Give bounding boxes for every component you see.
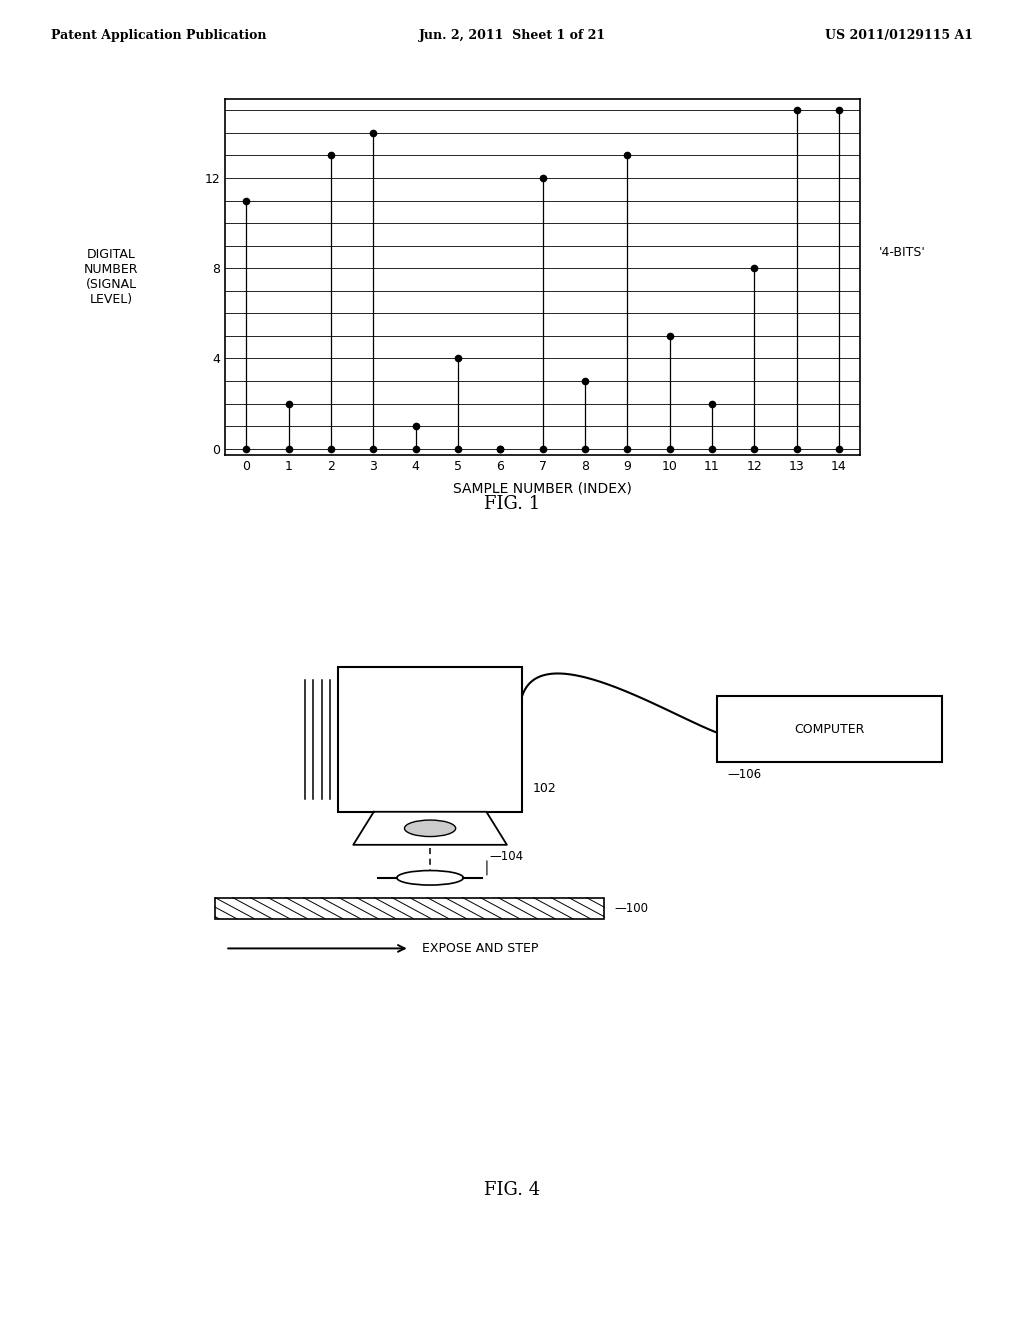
Text: COMPUTER: COMPUTER [795,723,864,735]
Text: DIGITAL
NUMBER
(SIGNAL
LEVEL): DIGITAL NUMBER (SIGNAL LEVEL) [84,248,138,306]
Ellipse shape [404,820,456,837]
Bar [717,697,942,763]
X-axis label: SAMPLE NUMBER (INDEX): SAMPLE NUMBER (INDEX) [454,482,632,495]
Bar [338,667,522,812]
Text: Patent Application Publication: Patent Application Publication [51,29,266,42]
Text: US 2011/0129115 A1: US 2011/0129115 A1 [824,29,973,42]
Ellipse shape [397,871,463,886]
Text: EXPOSE AND STEP: EXPOSE AND STEP [422,942,539,954]
Text: —104: —104 [489,850,523,863]
Bar [215,898,604,919]
Text: FIG. 4: FIG. 4 [484,1181,540,1200]
Text: FIG. 1: FIG. 1 [484,495,540,513]
Text: Jun. 2, 2011  Sheet 1 of 21: Jun. 2, 2011 Sheet 1 of 21 [419,29,605,42]
Text: —106: —106 [727,768,761,780]
Text: '4-BITS': '4-BITS' [880,246,926,259]
Text: —100: —100 [614,902,648,915]
Polygon shape [353,812,507,845]
Text: 102: 102 [532,783,556,795]
